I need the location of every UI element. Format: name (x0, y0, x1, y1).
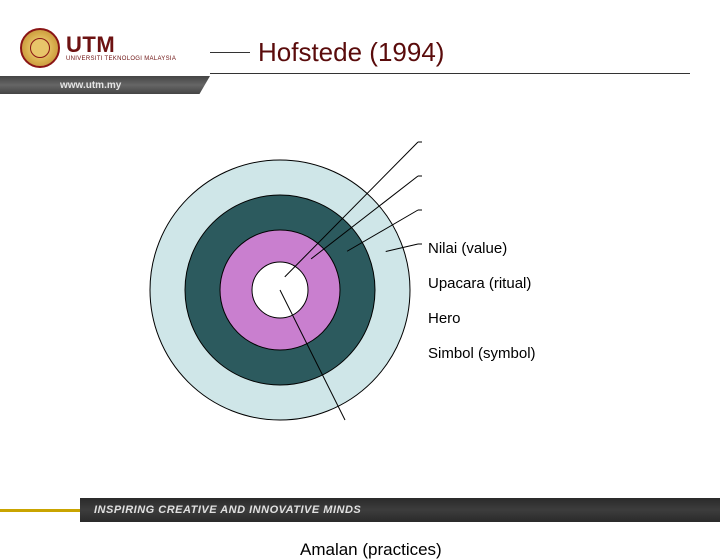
footer-tagline: INSPIRING CREATIVE AND INNOVATIVE MINDS (94, 504, 361, 516)
utm-logo: UTM UNIVERSITI TEKNOLOGI MALAYSIA (20, 28, 176, 68)
title-bar: Hofstede (1994) (210, 30, 720, 74)
header: UTM UNIVERSITI TEKNOLOGI MALAYSIA Hofste… (0, 0, 720, 95)
url-text: www.utm.my (60, 80, 121, 91)
legend-item: Simbol (symbol) (428, 345, 536, 362)
title-divider (210, 52, 250, 53)
url-bar: www.utm.my (0, 76, 210, 94)
title-underline (210, 73, 690, 74)
logo-subtitle: UNIVERSITI TEKNOLOGI MALAYSIA (66, 56, 176, 62)
legend-item: Nilai (value) (428, 240, 536, 257)
logo-text-block: UTM UNIVERSITI TEKNOLOGI MALAYSIA (66, 34, 176, 62)
footer-accent (0, 509, 80, 512)
practices-label: Amalan (practices) (300, 540, 442, 560)
onion-svg (0, 110, 720, 480)
onion-diagram: Nilai (value) Upacara (ritual) Hero Simbol … (0, 110, 720, 480)
logo-seal-icon (20, 28, 60, 68)
logo-acronym: UTM (66, 34, 176, 56)
footer: INSPIRING CREATIVE AND INNOVATIVE MINDS (0, 498, 720, 522)
slide-title: Hofstede (1994) (258, 37, 444, 68)
legend-item: Upacara (ritual) (428, 275, 536, 292)
legend-list: Nilai (value) Upacara (ritual) Hero Simbol … (428, 240, 536, 380)
legend-item: Hero (428, 310, 536, 327)
footer-tagline-bar: INSPIRING CREATIVE AND INNOVATIVE MINDS (80, 498, 720, 522)
